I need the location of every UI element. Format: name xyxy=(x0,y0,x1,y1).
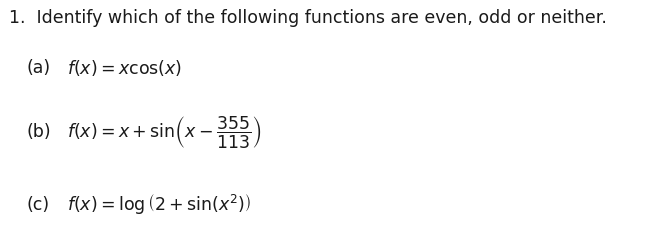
Text: 1.  Identify which of the following functions are even, odd or neither.: 1. Identify which of the following funct… xyxy=(9,9,606,27)
Text: $f(x) = x\cos(x)$: $f(x) = x\cos(x)$ xyxy=(67,58,182,78)
Text: (b): (b) xyxy=(27,123,52,141)
Text: (c): (c) xyxy=(27,195,50,213)
Text: (a): (a) xyxy=(27,59,51,77)
Text: $f(x) = x + \sin\!\left(x - \dfrac{355}{113}\right)$: $f(x) = x + \sin\!\left(x - \dfrac{355}{… xyxy=(67,114,262,150)
Text: $f(x) = \log\left(2 + \sin(x^{2})\right)$: $f(x) = \log\left(2 + \sin(x^{2})\right)… xyxy=(67,192,251,216)
